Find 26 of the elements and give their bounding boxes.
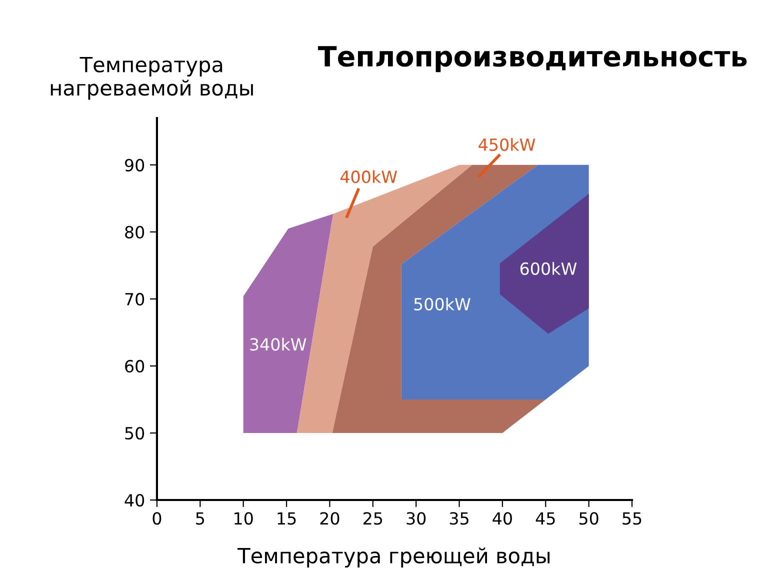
x-axis-title: Температура греющей воды — [238, 547, 550, 568]
x-tick-label: 5 — [196, 512, 204, 525]
y-tick-label: 60 — [125, 360, 144, 373]
x-tick-label: 0 — [152, 512, 162, 525]
y-tick-label: 50 — [125, 426, 144, 440]
x-tick-label: 20 — [320, 512, 340, 525]
series-label: 450kW — [478, 138, 536, 151]
y-tick-label: 90 — [125, 158, 144, 172]
x-tick-label: 45 — [536, 512, 555, 525]
series-label: 600kW — [520, 262, 577, 275]
y-tick-label: 80 — [125, 226, 144, 238]
series-label: 400kW — [340, 170, 397, 184]
x-tick-label: 40 — [492, 512, 512, 525]
x-tick-label: 55 — [622, 512, 642, 525]
series-label: 500kW — [414, 298, 470, 310]
x-tick-label: 50 — [580, 512, 598, 525]
y-tick-label: 70 — [125, 292, 144, 306]
x-tick-label: 10 — [234, 512, 253, 525]
x-tick-label: 25 — [364, 512, 382, 525]
x-tick-label: 15 — [278, 512, 296, 525]
y-tick-label: 40 — [124, 494, 144, 507]
y-axis-title: Температура нагреваемой воды — [50, 56, 253, 100]
x-tick-label: 30 — [406, 512, 426, 525]
chart-title: Теплопроизводительность — [318, 46, 747, 72]
x-tick-label: 35 — [450, 512, 468, 525]
series-label: 340kW — [250, 338, 306, 351]
